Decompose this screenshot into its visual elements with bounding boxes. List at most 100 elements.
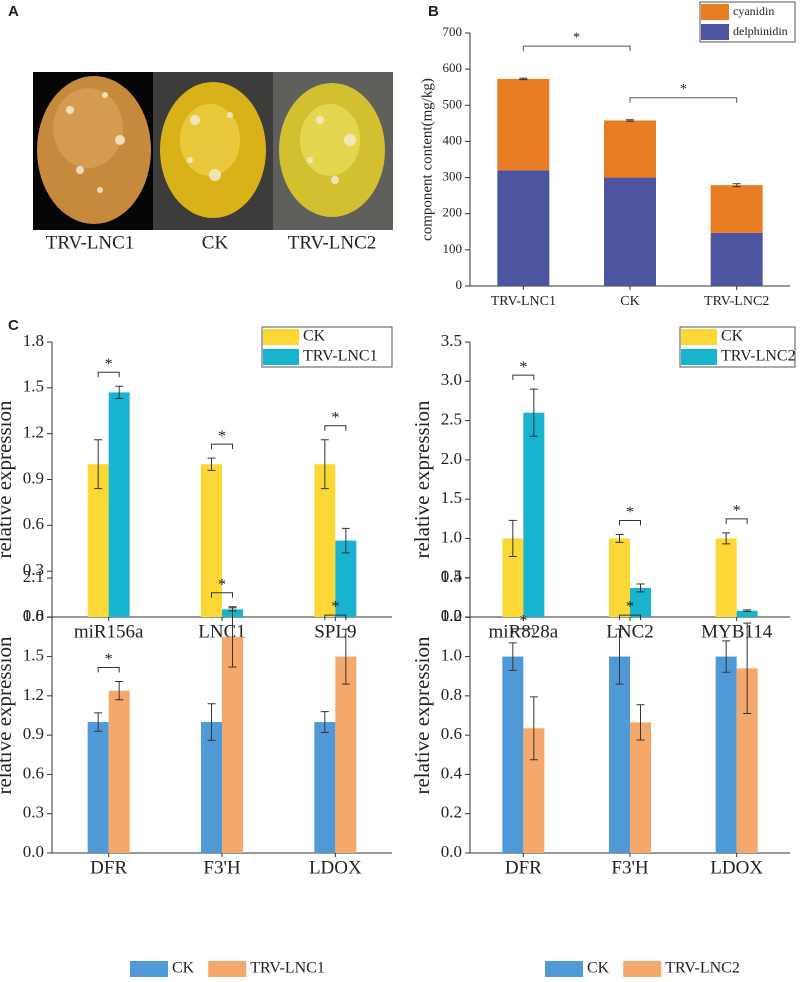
significance-bracket bbox=[512, 628, 535, 634]
significance-bracket bbox=[97, 371, 120, 378]
y-tick-label: 0.9 bbox=[23, 724, 44, 743]
legend-swatch bbox=[623, 961, 662, 977]
bar bbox=[736, 610, 758, 617]
bar bbox=[108, 690, 130, 853]
significance-label: * bbox=[733, 503, 741, 520]
bar bbox=[335, 656, 357, 853]
y-tick-label: 100 bbox=[443, 241, 463, 256]
error-bar bbox=[320, 711, 329, 734]
error-bar bbox=[519, 77, 528, 81]
bar bbox=[715, 656, 737, 853]
bar bbox=[736, 668, 758, 853]
x-tick-label: TRV-LNC1 bbox=[491, 294, 556, 309]
y-tick-label: 0.5 bbox=[441, 567, 462, 586]
y-tick-label: 0.8 bbox=[441, 685, 462, 704]
panel-label: C bbox=[8, 317, 19, 334]
error-bar bbox=[529, 388, 538, 437]
y-tick-label: 500 bbox=[443, 96, 463, 111]
bar bbox=[87, 464, 109, 617]
bar bbox=[108, 392, 130, 617]
y-tick-label: 1.0 bbox=[441, 645, 462, 664]
bar bbox=[710, 232, 763, 286]
significance-label: * bbox=[105, 356, 113, 373]
bar bbox=[604, 120, 656, 178]
x-tick-label: LNC2 bbox=[606, 621, 654, 642]
significance-bracket bbox=[211, 592, 233, 598]
significance-label: * bbox=[626, 599, 634, 616]
bar bbox=[222, 636, 243, 853]
photo-label: CK bbox=[202, 232, 229, 253]
y-tick-label: 0 bbox=[456, 277, 463, 292]
legend-label: CK bbox=[721, 328, 744, 345]
x-tick-label: SPL9 bbox=[314, 621, 356, 642]
y-tick-label: 0.6 bbox=[441, 724, 462, 743]
bar bbox=[335, 540, 357, 617]
y-tick-label: 1.2 bbox=[23, 685, 44, 704]
error-bar bbox=[626, 119, 634, 122]
x-tick-label: F3'H bbox=[203, 857, 240, 878]
x-tick-label: miR828a bbox=[488, 621, 558, 642]
y-tick-label: 1.5 bbox=[441, 488, 462, 507]
legend-swatch bbox=[681, 349, 717, 365]
significance-bracket bbox=[619, 614, 641, 621]
bar bbox=[630, 722, 651, 853]
bar bbox=[604, 177, 656, 286]
legend-swatch bbox=[263, 329, 299, 345]
error-bar bbox=[529, 696, 538, 761]
legend-label: TRV-LNC2 bbox=[721, 348, 796, 365]
y-tick-label: 200 bbox=[443, 205, 463, 220]
photo-label: TRV-LNC1 bbox=[46, 232, 135, 253]
bar bbox=[609, 656, 630, 853]
bar bbox=[502, 656, 524, 853]
significance-label: * bbox=[331, 599, 339, 616]
bar bbox=[314, 464, 336, 617]
y-tick-label: 1.5 bbox=[23, 645, 44, 664]
x-tick-label: DFR bbox=[505, 857, 542, 878]
bar bbox=[609, 538, 630, 617]
x-tick-label: CK bbox=[620, 294, 639, 309]
legend-label: CK bbox=[587, 960, 610, 977]
x-tick-label: DFR bbox=[90, 857, 127, 878]
bar bbox=[502, 538, 524, 617]
error-bar bbox=[341, 527, 350, 554]
panel-label: B bbox=[428, 3, 439, 20]
bar bbox=[201, 464, 222, 617]
significance-label: * bbox=[218, 428, 226, 445]
y-axis-label: component content(mg/kg) bbox=[419, 78, 435, 241]
error-bar bbox=[115, 680, 124, 701]
y-tick-label: 400 bbox=[443, 132, 463, 147]
y-tick-label: 1.4 bbox=[441, 567, 463, 586]
significance-bracket bbox=[211, 443, 233, 450]
significance-label: * bbox=[519, 612, 527, 629]
significance-label: * bbox=[626, 504, 634, 521]
bar bbox=[715, 538, 737, 617]
significance-label: * bbox=[218, 576, 226, 593]
y-tick-label: 300 bbox=[443, 169, 463, 184]
y-axis-label: relative expression bbox=[0, 400, 16, 559]
error-bar bbox=[636, 704, 645, 741]
y-tick-label: 1.8 bbox=[23, 606, 44, 625]
error-bar bbox=[341, 628, 350, 685]
legend-label: TRV-LNC1 bbox=[303, 348, 378, 365]
panel-label: A bbox=[8, 3, 19, 20]
legend-label: CK bbox=[303, 328, 326, 345]
error-bar bbox=[508, 519, 517, 557]
error-bar bbox=[228, 606, 237, 668]
x-tick-label: MYB114 bbox=[701, 621, 773, 642]
significance-label: * bbox=[105, 651, 113, 668]
y-tick-label: 0.0 bbox=[441, 606, 462, 625]
x-tick-label: LDOX bbox=[309, 857, 362, 878]
bar bbox=[630, 587, 651, 617]
legend-swatch bbox=[545, 961, 583, 977]
legend-swatch bbox=[263, 349, 299, 365]
legend-swatch bbox=[701, 4, 729, 20]
legend-swatch bbox=[130, 961, 168, 977]
y-tick-label: 2.1 bbox=[23, 567, 44, 586]
legend-label: CK bbox=[172, 960, 195, 977]
significance-bracket bbox=[324, 614, 347, 621]
y-tick-label: 3.0 bbox=[441, 370, 462, 389]
y-tick-label: 0.2 bbox=[441, 803, 462, 822]
significance-bracket bbox=[629, 97, 738, 103]
legend-label: cyanidin bbox=[733, 4, 774, 18]
y-tick-label: 0.0 bbox=[441, 842, 462, 861]
